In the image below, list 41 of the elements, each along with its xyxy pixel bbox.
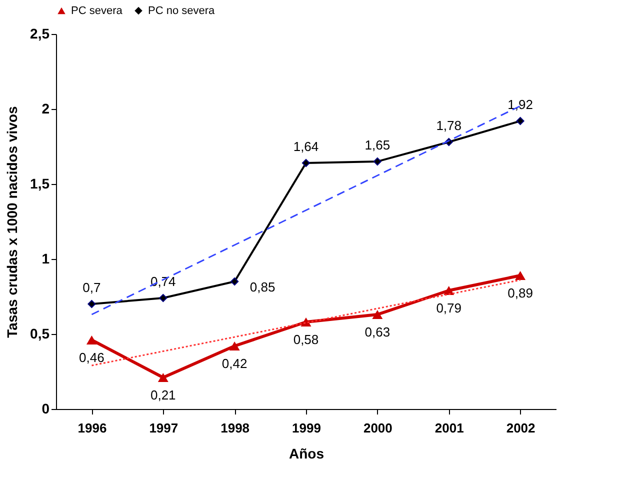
y-tick-label: 1,5 [30,176,50,192]
point [158,372,168,382]
data-label: 0,85 [250,280,276,294]
data-label: 0,21 [150,388,176,402]
point [302,158,310,168]
data-label: 0,63 [364,324,390,340]
x-tick-label: 1996 [78,420,107,436]
data-label: 0,79 [436,300,462,316]
data-label: 0,89 [508,286,533,300]
data-label: 0,42 [222,356,248,371]
data-label: 0,58 [293,332,319,347]
point [373,157,382,166]
data-label: 1,78 [436,118,462,133]
y-tick-label: 0 [42,400,50,416]
y-axis-title: Tasas crudas x 1000 nacidos vivos [4,106,20,338]
point [159,294,168,302]
data-label: 0,7 [82,280,101,295]
point [372,310,383,320]
legend-label: PC severa [71,4,124,17]
x-tick-label: 2001 [434,420,464,436]
point [86,335,97,345]
legend-label: PC no severa [148,4,216,17]
y-tick-label: 1 [42,250,50,266]
x-tick-label: 2000 [363,420,392,436]
x-axis-title: Años [289,446,324,462]
y-tick-label: 0,5 [30,326,50,342]
point [515,270,526,280]
point [230,277,239,286]
data-label: 1,92 [508,97,533,112]
x-tick-label: 2002 [506,420,536,436]
data-label: 0,46 [79,350,104,365]
point [229,341,240,351]
point [88,300,96,308]
y-tick-label: 2 [42,100,50,116]
y-tick-label: 2,5 [30,26,50,42]
data-label: 1,65 [364,138,390,152]
point [516,116,524,126]
x-tick-label: 1997 [149,420,178,436]
x-tick-label: 1998 [220,420,250,436]
data-label: 1,64 [293,139,319,154]
x-tick-label: 1999 [292,420,321,436]
